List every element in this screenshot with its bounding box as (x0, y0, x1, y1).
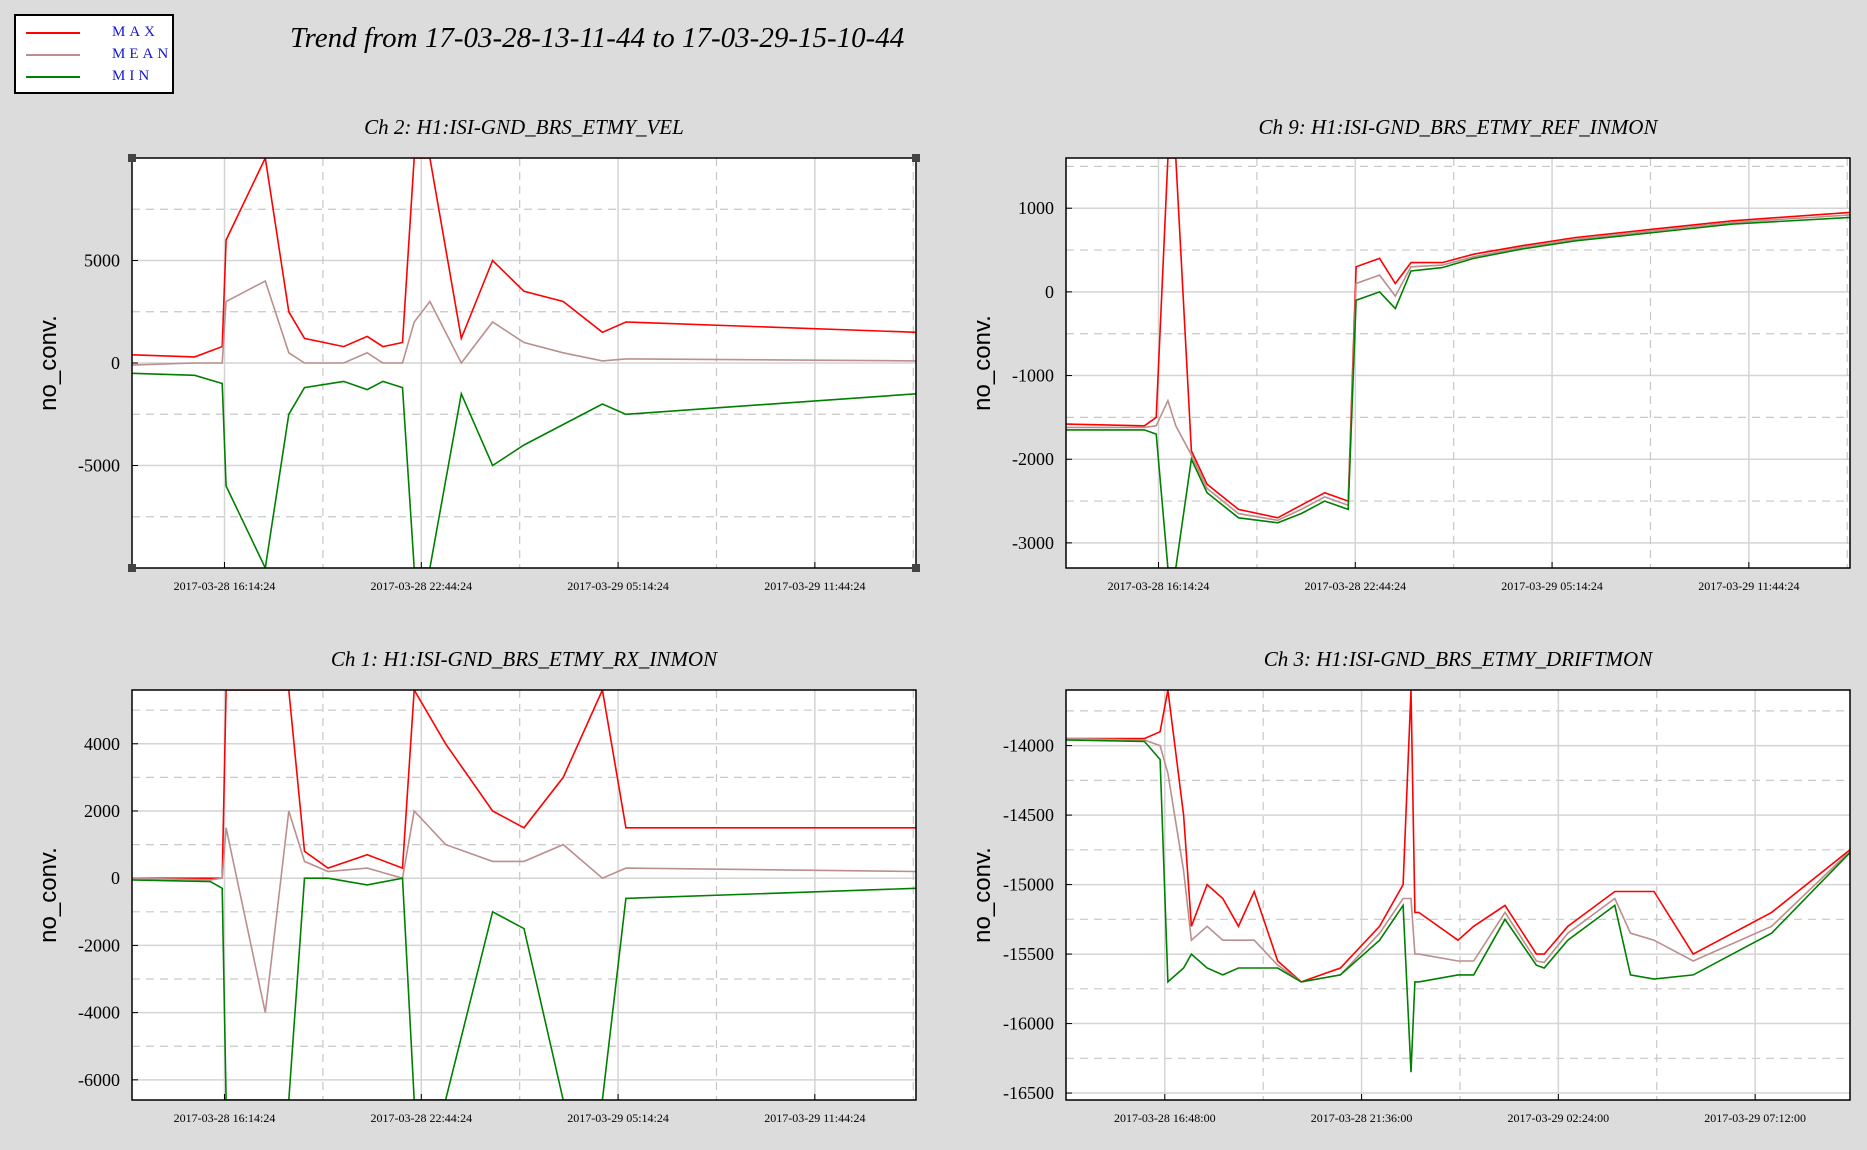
y-tick-label: 1000 (1018, 198, 1054, 218)
legend-item-max: MAX (26, 23, 166, 43)
chart-panel-1: -5000 0 5000 2017-03-28 16:14:24 2017-03-28 … (35, 115, 920, 593)
y-tick-label: -15000 (1003, 875, 1054, 895)
plot-frame (131, 689, 917, 1101)
x-tick-label: 2017-03-28 16:14:24 (174, 1111, 276, 1125)
corner-mark (128, 154, 136, 162)
legend-label-min: MIN (112, 68, 154, 84)
y-tick-label: -14000 (1003, 736, 1054, 756)
plot-area (1066, 158, 1850, 568)
x-tick-label: 2017-03-28 22:44:24 (1304, 579, 1406, 593)
y-tick-label: -15500 (1003, 944, 1054, 964)
x-tick-label: 2017-03-29 11:44:24 (1698, 579, 1799, 593)
x-tick-label: 2017-03-28 16:48:00 (1114, 1111, 1216, 1125)
x-tick-label: 2017-03-28 22:44:24 (370, 1111, 472, 1125)
y-axis-label: no_conv. (969, 315, 996, 411)
y-tick-label: -1000 (1012, 366, 1054, 386)
y-tick-label: 5000 (84, 251, 120, 271)
plot-frame (131, 157, 917, 569)
chart-title: Ch 9: H1:ISI-GND_BRS_ETMY_REF_INMON (1259, 115, 1659, 139)
chart-title: Ch 3: H1:ISI-GND_BRS_ETMY_DRIFTMON (1264, 647, 1653, 671)
y-tick-label: 0 (1045, 282, 1054, 302)
series-line-mean (1066, 737, 1850, 983)
legend-label-max: MAX (112, 24, 160, 40)
series-line-mean (132, 279, 916, 366)
plot-area (1066, 690, 1850, 1100)
legend-item-min: MIN (26, 67, 166, 87)
chart-panel-2: -3000 -2000 -1000 0 1000 2017-03-28 16:14:24 2… (969, 115, 1851, 593)
y-axis-label: no_conv. (35, 847, 62, 943)
x-tick-label: 2017-03-28 16:14:24 (1108, 579, 1210, 593)
y-tick-label: -16000 (1003, 1014, 1054, 1034)
x-tick-label: 2017-03-29 02:24:00 (1508, 1111, 1610, 1125)
legend-item-mean: MEAN (26, 45, 168, 65)
x-tick-label: 2017-03-29 05:14:24 (1501, 579, 1603, 593)
y-tick-label: 2000 (84, 801, 120, 821)
x-tick-label: 2017-03-29 05:14:24 (567, 1111, 669, 1125)
x-tick-label: 2017-03-28 21:36:00 (1311, 1111, 1413, 1125)
y-tick-label: -2000 (1012, 449, 1054, 469)
y-tick-label: -2000 (78, 935, 120, 955)
y-tick-label: -5000 (78, 456, 120, 476)
x-tick-label: 2017-03-28 16:14:24 (174, 579, 276, 593)
y-tick-label: -16500 (1003, 1083, 1054, 1103)
legend-swatch-min (26, 76, 80, 78)
y-axis-label: no_conv. (35, 315, 62, 411)
series-line-max (1066, 690, 1850, 983)
series-line-max (132, 158, 916, 358)
x-tick-label: 2017-03-29 05:14:24 (567, 579, 669, 593)
legend-swatch-mean (26, 54, 80, 56)
corner-mark (912, 154, 920, 162)
y-tick-label: -3000 (1012, 533, 1054, 553)
page-title: Trend from 17-03-28-13-11-44 to 17-03-29… (290, 22, 905, 54)
chart-title: Ch 1: H1:ISI-GND_BRS_ETMY_RX_INMON (331, 647, 718, 671)
y-axis-label: no_conv. (969, 847, 996, 943)
y-tick-label: 0 (111, 353, 120, 373)
x-tick-label: 2017-03-29 11:44:24 (764, 579, 865, 593)
legend-label-mean: MEAN (112, 46, 173, 62)
series-line-min (132, 877, 916, 1100)
chart-panel-4: -16500 -16000 -15500 -15000 -14500 -14000 2017… (969, 647, 1851, 1125)
y-tick-label: 0 (111, 868, 120, 888)
plot-frame (1065, 689, 1851, 1101)
series-line-min (132, 372, 916, 568)
series-line-mean (132, 809, 916, 1013)
series-line-min (1066, 216, 1850, 568)
y-tick-label: -14500 (1003, 805, 1054, 825)
x-tick-label: 2017-03-29 07:12:00 (1704, 1111, 1806, 1125)
x-tick-label: 2017-03-28 22:44:24 (370, 579, 472, 593)
legend-swatch-max (26, 32, 80, 34)
chart-panel-3: -6000 -4000 -2000 0 2000 4000 2017-03-28 16:14… (35, 647, 917, 1125)
series-line-max (132, 690, 916, 880)
plot-frame (1065, 157, 1851, 569)
x-tick-label: 2017-03-29 11:44:24 (764, 1111, 865, 1125)
series-line-min (1066, 739, 1850, 1073)
y-tick-label: -6000 (78, 1070, 120, 1090)
corner-mark (912, 564, 920, 572)
legend-box: MAX MEAN MIN (14, 14, 174, 94)
chart-title: Ch 2: H1:ISI-GND_BRS_ETMY_VEL (364, 115, 684, 139)
corner-mark (128, 564, 136, 572)
plot-area (132, 690, 916, 1100)
y-tick-label: -4000 (78, 1003, 120, 1023)
y-tick-label: 4000 (84, 734, 120, 754)
